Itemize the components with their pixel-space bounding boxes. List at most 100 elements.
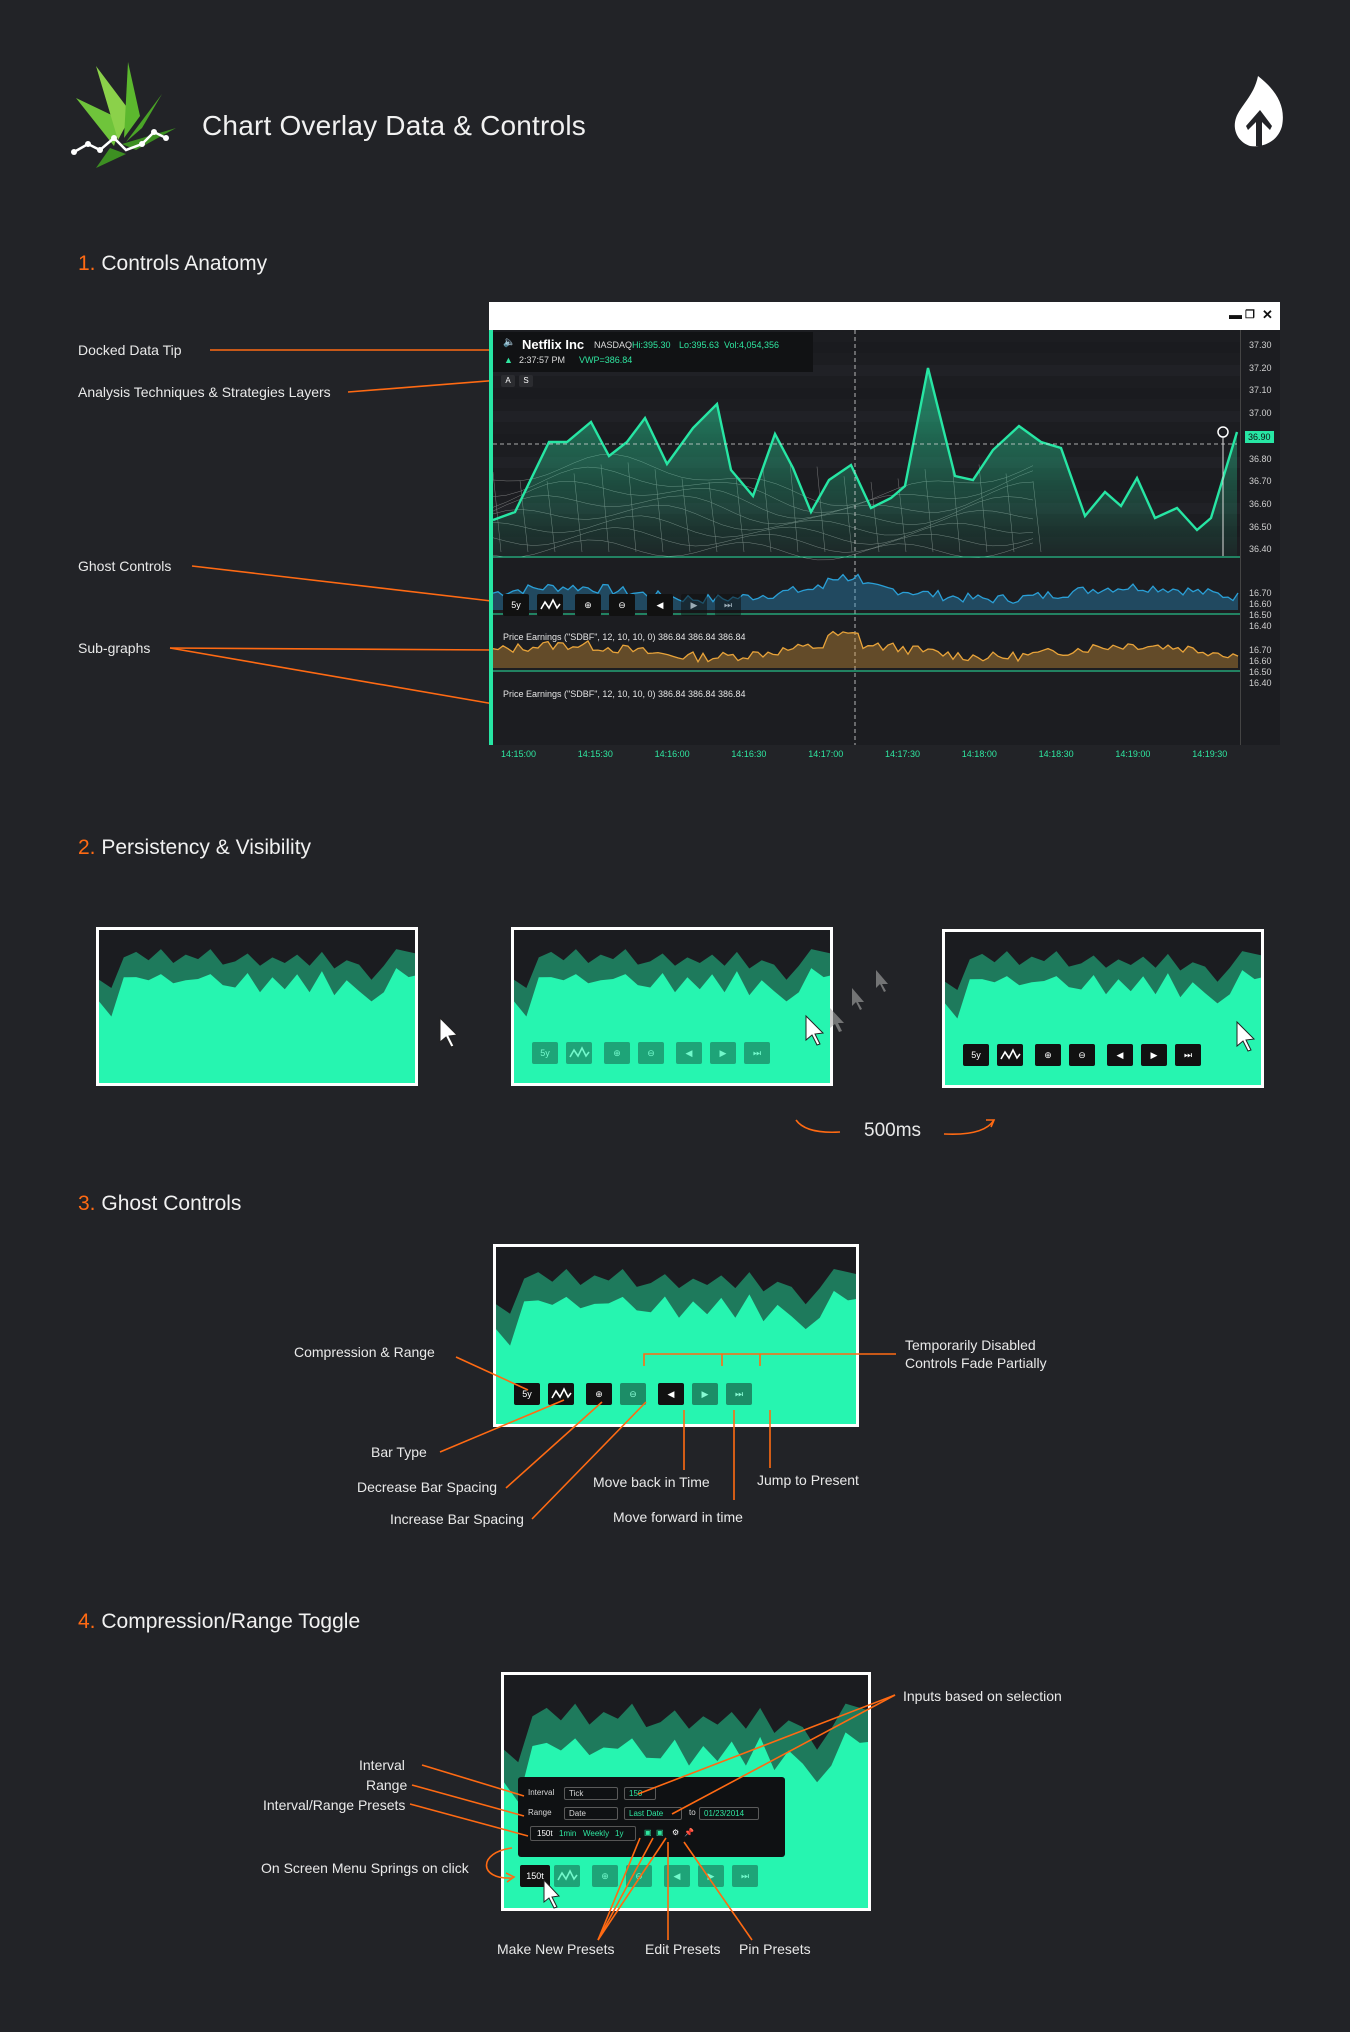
back-button[interactable]: ◀ xyxy=(658,1383,684,1405)
back-button[interactable]: ◀ xyxy=(676,1042,702,1064)
mini-area-front xyxy=(514,968,830,1083)
mini-area-chart xyxy=(99,949,415,1083)
x-tick-label: 14:19:00 xyxy=(1115,749,1151,759)
y-tick-label: 36.40 xyxy=(1249,544,1272,555)
x-tick-label: 14:19:30 xyxy=(1192,749,1228,759)
zoom-out-button[interactable]: ⊖ xyxy=(626,1865,652,1887)
zoom-out-button[interactable]: ⊖ xyxy=(609,594,635,616)
bar-type-button[interactable] xyxy=(997,1044,1023,1066)
add-preset-2-icon[interactable]: ▣ xyxy=(656,1828,664,1837)
y-tick-label: 37.10 xyxy=(1249,385,1272,396)
range-select[interactable]: Date xyxy=(564,1807,618,1820)
range-button[interactable]: 5y xyxy=(963,1044,989,1066)
subgraph-1-area xyxy=(493,574,1238,610)
persistency-panel-1[interactable] xyxy=(96,927,418,1086)
preset-1min[interactable]: 1min xyxy=(559,1829,577,1838)
zoom-out-button[interactable]: ⊖ xyxy=(1069,1044,1095,1066)
minus-circle-icon: ⊖ xyxy=(618,600,626,610)
current-marker-icon xyxy=(1217,426,1229,438)
x-tick-label: 14:18:30 xyxy=(1038,749,1074,759)
jump-present-button[interactable]: ⏭ xyxy=(732,1865,758,1887)
minimize-icon[interactable]: ▬ xyxy=(1229,307,1242,322)
section-heading-2: 2. Persistency & Visibility xyxy=(78,836,312,859)
label-move-forward: Move forward in time xyxy=(613,1509,743,1525)
persistency-panel-3[interactable]: 5y ⊕ ⊖ ◀ ▶ ⏭ xyxy=(942,929,1264,1088)
jump-present-button[interactable]: ⏭ xyxy=(744,1042,770,1064)
zoom-in-button[interactable]: ⊕ xyxy=(604,1042,630,1064)
bar-type-button[interactable] xyxy=(554,1865,580,1887)
y-tick-label: 36.60 xyxy=(1249,498,1272,509)
jump-present-button[interactable]: ⏭ xyxy=(726,1383,752,1405)
back-button[interactable]: ◀ xyxy=(647,594,673,616)
anatomy-annotation-lines xyxy=(169,349,501,705)
sub-y-tick-label: 16.50 xyxy=(1249,610,1272,620)
forward-button[interactable]: ▶ xyxy=(681,594,707,616)
flame-up-arrow-icon xyxy=(1234,76,1283,147)
label-edit-presets: Edit Presets xyxy=(645,1941,721,1957)
pin-icon[interactable]: 📌 xyxy=(684,1828,694,1837)
range-button[interactable]: 5y xyxy=(532,1042,558,1064)
cursor-icon xyxy=(543,1878,561,1909)
speaker-icon[interactable]: 🔈 xyxy=(503,337,516,348)
range-from-input[interactable]: Last Date xyxy=(624,1807,682,1820)
layer-a-toggle[interactable]: A xyxy=(501,375,515,387)
label-disabled-1: Temporarily Disabled xyxy=(905,1337,1036,1353)
interval-select[interactable]: Tick xyxy=(564,1787,618,1800)
gear-icon[interactable]: ⚙ xyxy=(672,1828,680,1837)
layer-s-toggle[interactable]: S xyxy=(519,375,533,387)
docked-data-tip: 🔈 Netflix Inc NASDAQ Hi:395.30 Lo:395.63… xyxy=(493,332,813,372)
label-jump-present: Jump to Present xyxy=(757,1472,859,1488)
restore-icon[interactable]: ❐ xyxy=(1245,309,1255,321)
subgraph-1-label: Price Earnings ("SDBF", 12, 10, 10, 0) 3… xyxy=(503,632,746,642)
y-tick-label: 36.50 xyxy=(1249,521,1272,532)
interval-input[interactable]: 150 xyxy=(624,1787,656,1800)
bar-type-button[interactable] xyxy=(548,1383,574,1405)
subgraph-2-line xyxy=(492,630,1239,664)
sub-y-tick-label: 16.40 xyxy=(1249,678,1272,688)
zoom-in-button[interactable]: ⊕ xyxy=(1035,1044,1061,1066)
preset-1y[interactable]: 1y xyxy=(615,1829,624,1838)
forward-button[interactable]: ▶ xyxy=(710,1042,736,1064)
sub-y-tick-label: 16.40 xyxy=(1249,621,1272,631)
zoom-out-button[interactable]: ⊖ xyxy=(620,1383,646,1405)
range-button[interactable]: 5y xyxy=(514,1383,540,1405)
section-heading-1: 1. Controls Anatomy xyxy=(78,252,268,275)
forward-button[interactable]: ▶ xyxy=(692,1383,718,1405)
y-tick-label: 37.20 xyxy=(1249,362,1272,373)
range-to-input[interactable]: 01/23/2014 xyxy=(699,1807,759,1820)
add-preset-icon[interactable]: ▣ xyxy=(644,1828,652,1837)
label-ghost-controls: Ghost Controls xyxy=(78,558,172,574)
bar-type-button[interactable] xyxy=(537,594,563,616)
bar-type-button[interactable] xyxy=(566,1042,592,1064)
persistency-panel-2[interactable]: 5y ⊕ ⊖ ◀ ▶ ⏭ xyxy=(511,927,833,1086)
cursor-icon xyxy=(1236,1020,1256,1052)
range-button[interactable]: 5y xyxy=(503,594,529,616)
ghost-controls-panel[interactable]: 5y ⊕ ⊖ ◀ ▶ ⏭ xyxy=(493,1244,859,1427)
main-chart-window: ▬ ❐ ✕ 37.30 37.20 37.10 37.00 36.90 36.80 36.7… xyxy=(489,302,1280,759)
triangle-right-icon: ▶ xyxy=(690,600,698,610)
chart-plot-area[interactable] xyxy=(489,330,1240,745)
back-button[interactable]: ◀ xyxy=(664,1865,690,1887)
back-button[interactable]: ◀ xyxy=(1107,1044,1133,1066)
zoom-in-button[interactable]: ⊕ xyxy=(575,594,601,616)
sub-y-tick-label: 16.70 xyxy=(1249,645,1272,655)
zoom-in-button[interactable]: ⊕ xyxy=(592,1865,618,1887)
forward-button[interactable]: ▶ xyxy=(1141,1044,1167,1066)
zoom-in-button[interactable]: ⊕ xyxy=(586,1383,612,1405)
jump-present-button[interactable]: ⏭ xyxy=(1175,1044,1201,1066)
preset-weekly[interactable]: Weekly xyxy=(583,1829,610,1838)
label-pin-presets: Pin Presets xyxy=(739,1941,811,1957)
section-heading-4: 4. Compression/Range Toggle xyxy=(78,1610,361,1633)
zoom-out-button[interactable]: ⊖ xyxy=(638,1042,664,1064)
y-tick-label: 37.30 xyxy=(1249,340,1272,350)
x-tick-label: 14:17:00 xyxy=(808,749,844,759)
subgraph-1-line xyxy=(492,573,1239,605)
sub-y-tick-label: 16.70 xyxy=(1249,588,1272,598)
preset-150t[interactable]: 150t xyxy=(537,1829,553,1838)
jump-present-button[interactable]: ⏭ xyxy=(715,594,741,616)
label-sub-graphs: Sub-graphs xyxy=(78,640,151,656)
close-icon[interactable]: ✕ xyxy=(1262,307,1273,322)
interval-toggle-button[interactable]: 150t xyxy=(520,1865,550,1887)
section-heading-3: 3. Ghost Controls xyxy=(78,1192,242,1215)
